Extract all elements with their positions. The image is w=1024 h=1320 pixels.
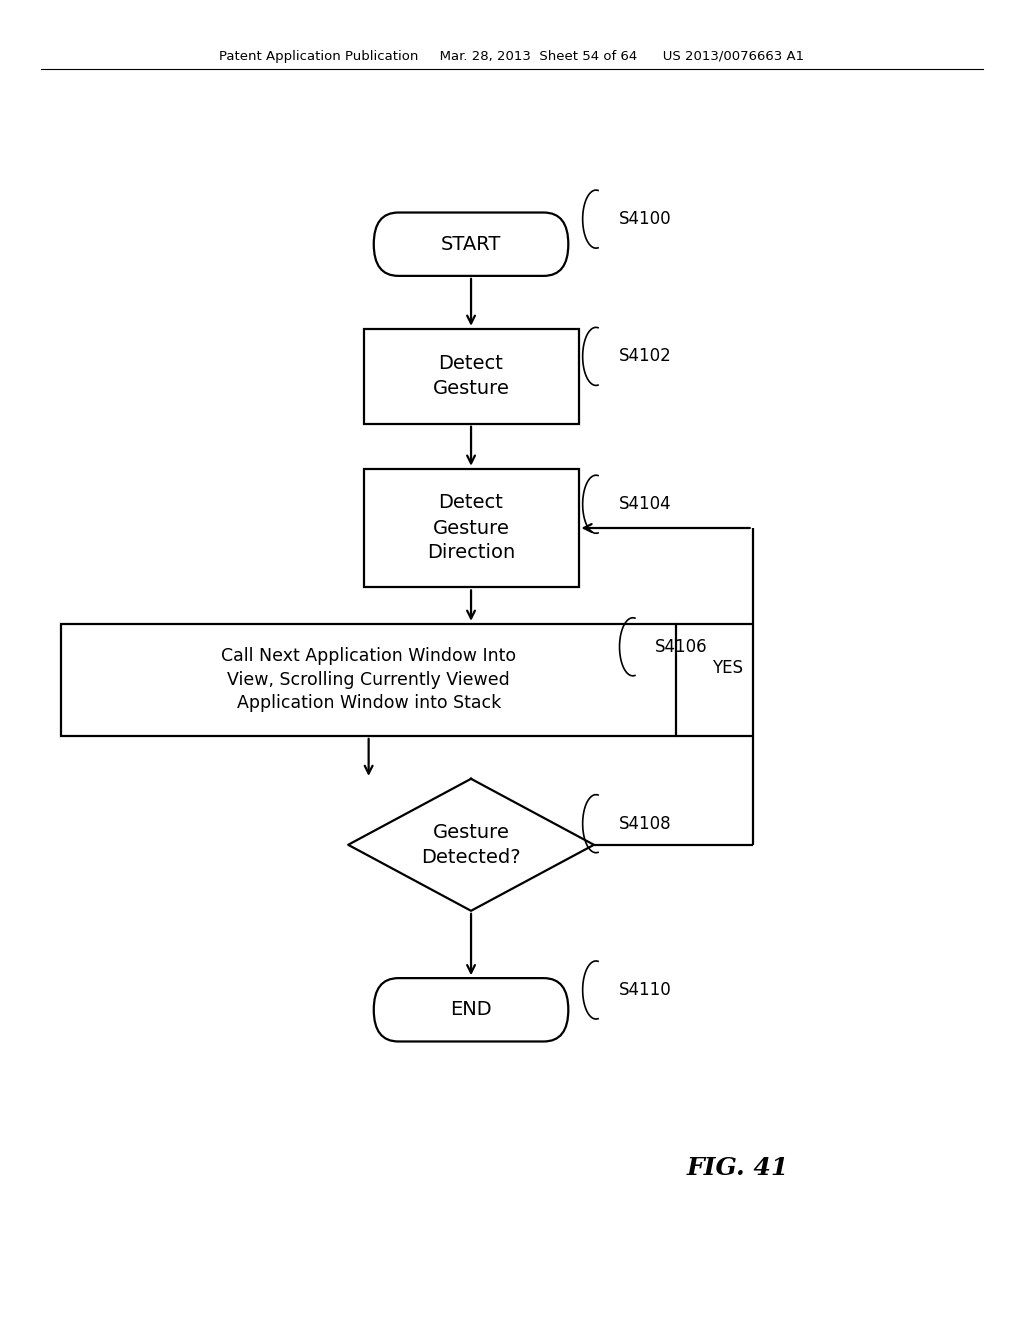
Text: Detect
Gesture: Detect Gesture [432,354,510,399]
Text: END: END [451,1001,492,1019]
Text: FIG. 41: FIG. 41 [686,1156,788,1180]
Text: Call Next Application Window Into
View, Scrolling Currently Viewed
Application W: Call Next Application Window Into View, … [221,647,516,713]
Text: S4104: S4104 [618,495,671,513]
Text: Detect
Gesture
Direction: Detect Gesture Direction [427,494,515,562]
Text: S4100: S4100 [618,210,671,228]
Text: Patent Application Publication     Mar. 28, 2013  Sheet 54 of 64      US 2013/00: Patent Application Publication Mar. 28, … [219,50,805,63]
Text: START: START [441,235,501,253]
Text: S4110: S4110 [618,981,672,999]
Text: S4106: S4106 [655,638,708,656]
Text: YES: YES [712,659,742,677]
Text: S4108: S4108 [618,814,671,833]
Text: Gesture
Detected?: Gesture Detected? [421,822,521,867]
Bar [61,624,676,737]
Bar [364,329,579,424]
Text: S4102: S4102 [618,347,672,366]
Bar [364,469,579,587]
